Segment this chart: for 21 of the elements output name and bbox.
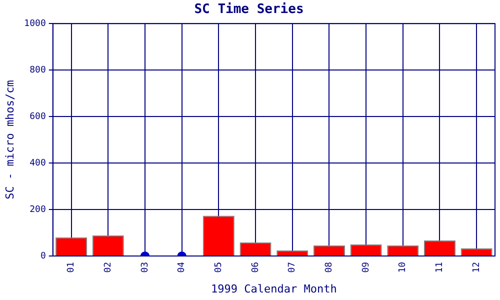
- x-axis-title: 1999 Calendar Month: [211, 282, 337, 296]
- y-tick-label: 1000: [24, 18, 46, 29]
- y-tick-label: 400: [30, 158, 46, 168]
- y-tick-label: 600: [30, 112, 46, 122]
- y-tick-label: 800: [30, 65, 46, 76]
- x-tick-label: 05: [214, 262, 224, 273]
- x-tick-label: 02: [103, 262, 114, 273]
- x-tick-label: 01: [66, 262, 77, 273]
- x-tick-label: 09: [361, 262, 372, 273]
- y-axis-title: SC - micro mhos/cm: [3, 80, 16, 200]
- x-tick-label: 04: [177, 262, 188, 273]
- x-tick-label: 10: [398, 262, 408, 273]
- x-tick-label: 06: [250, 262, 261, 273]
- x-tick-label: 11: [435, 262, 446, 273]
- y-tick-label: 200: [30, 204, 46, 215]
- x-tick-label: 03: [140, 262, 150, 273]
- x-tick-label: 08: [324, 262, 335, 273]
- y-tick-label: 0: [40, 251, 46, 262]
- chart-title: SC Time Series: [194, 2, 304, 18]
- x-tick-label: 07: [288, 262, 298, 273]
- x-tick-label: 12: [472, 262, 482, 273]
